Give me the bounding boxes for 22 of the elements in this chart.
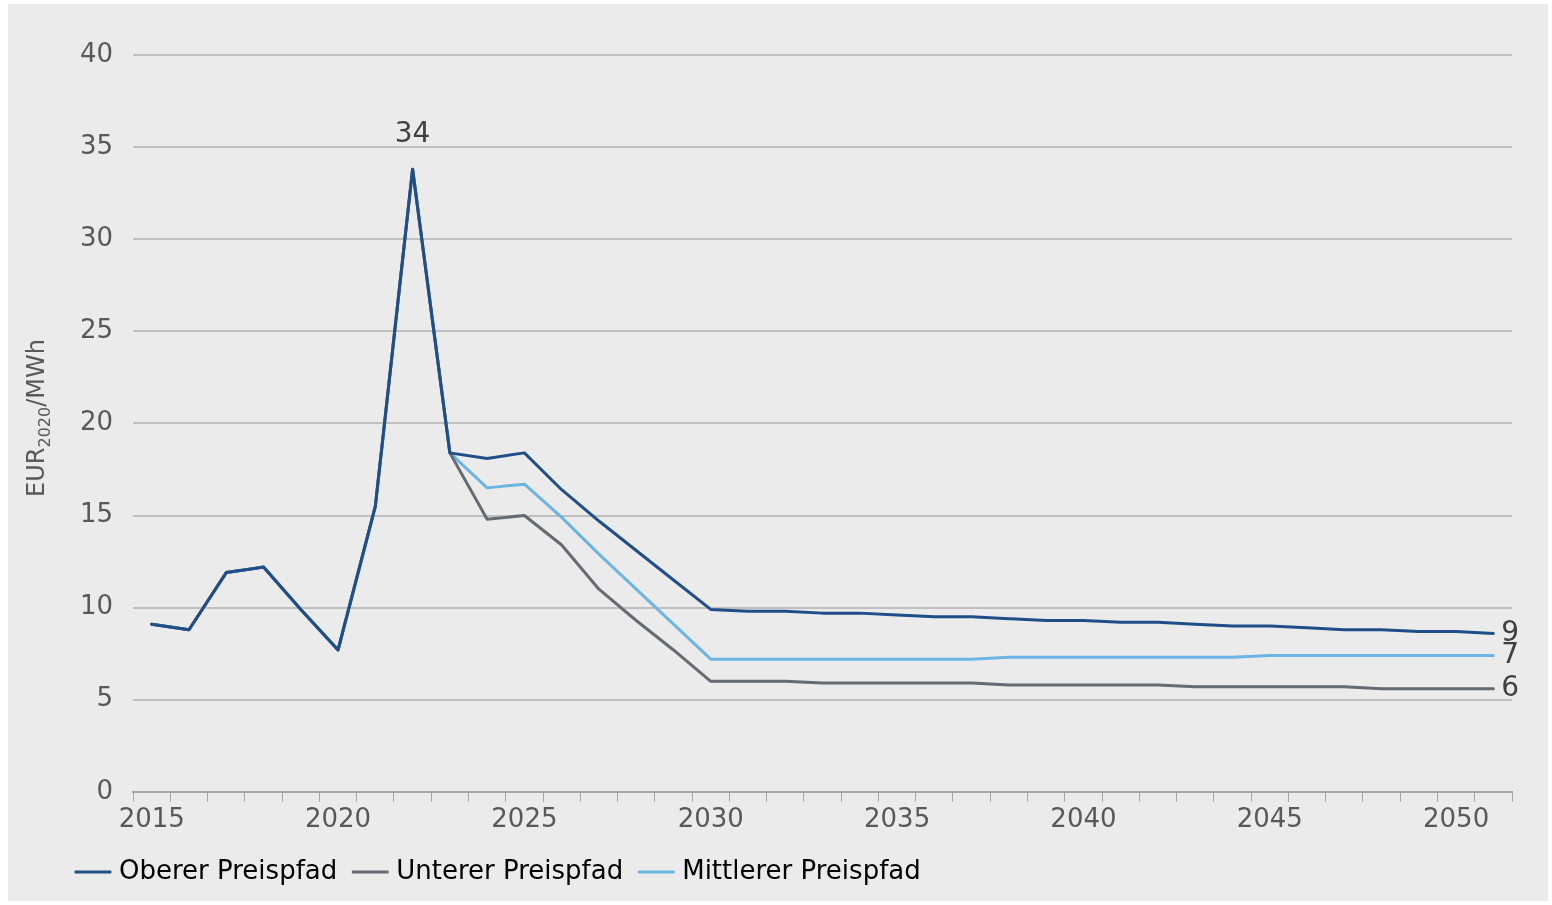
x-tick-label: 2025 bbox=[491, 803, 558, 834]
y-tick-label: 10 bbox=[79, 590, 114, 621]
x-tick-label: 2040 bbox=[1050, 803, 1117, 834]
y-tick-label: 20 bbox=[79, 406, 114, 437]
data-label: 34 bbox=[394, 116, 431, 150]
y-tick-label: 15 bbox=[79, 498, 114, 529]
x-tick-label: 2035 bbox=[863, 803, 931, 834]
x-tick-label: 2050 bbox=[1423, 803, 1490, 834]
y-tick-label: 0 bbox=[96, 774, 114, 805]
data-label: 6 bbox=[1501, 669, 1520, 703]
y-tick-label: 35 bbox=[79, 129, 114, 160]
x-tick-label: 2030 bbox=[677, 803, 744, 834]
legend-label: Unterer Preispfad bbox=[396, 854, 624, 885]
x-tick-label: 2045 bbox=[1236, 803, 1303, 834]
y-tick-label: 25 bbox=[79, 314, 114, 345]
y-tick-label: 40 bbox=[79, 37, 114, 68]
x-tick-label: 2020 bbox=[304, 803, 372, 834]
x-tick-label: 2015 bbox=[118, 803, 185, 834]
y-tick-label: 5 bbox=[96, 682, 114, 713]
y-tick-label: 30 bbox=[79, 221, 114, 252]
legend-label: Mittlerer Preispfad bbox=[682, 854, 921, 885]
legend-label: Oberer Preispfad bbox=[119, 854, 338, 885]
